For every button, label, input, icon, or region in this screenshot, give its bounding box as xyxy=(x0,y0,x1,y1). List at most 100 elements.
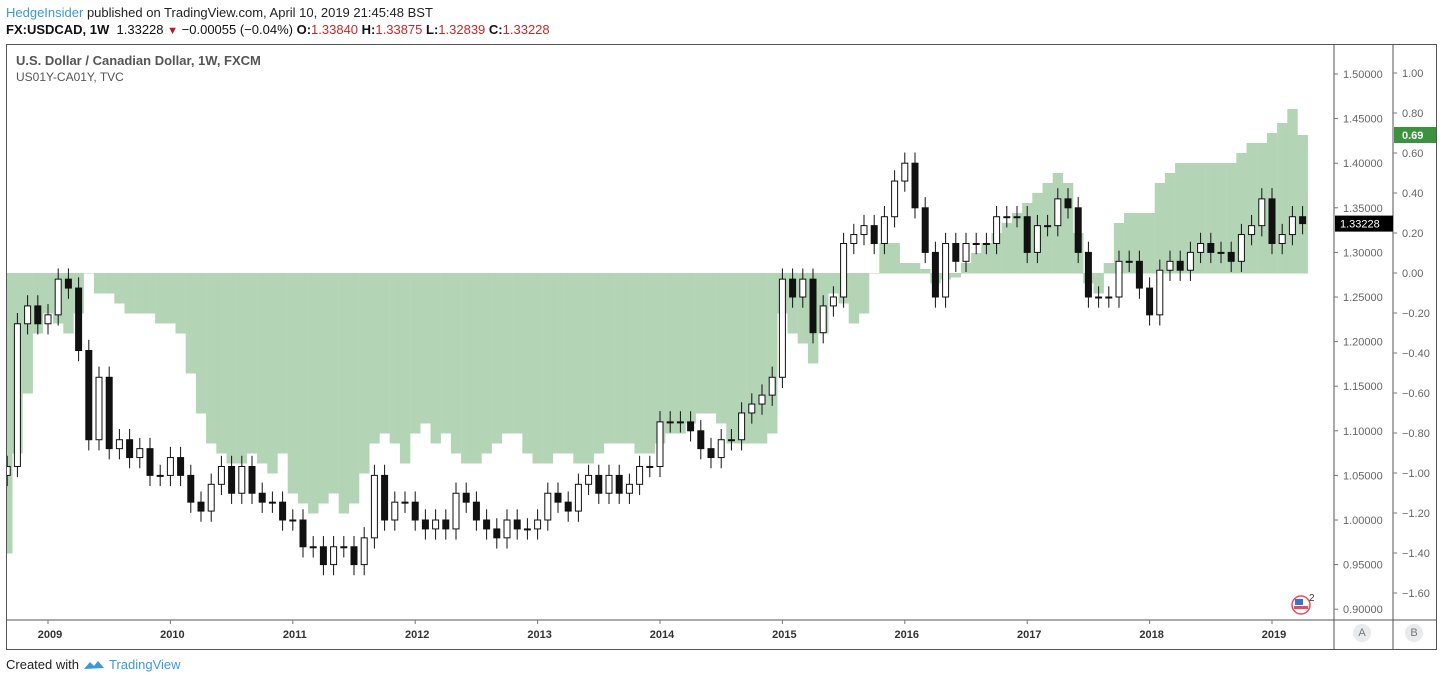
spread-bar xyxy=(614,273,625,444)
spread-bar xyxy=(257,273,268,464)
flag-stripe xyxy=(1294,606,1308,609)
spread-bar xyxy=(226,273,237,464)
spread-bar xyxy=(1246,143,1257,274)
candle-body xyxy=(962,242,970,262)
time-tick-label: 2017 xyxy=(1017,629,1041,641)
open-value: 1.33840 xyxy=(311,22,359,37)
event-count: 2 xyxy=(1309,593,1315,604)
spread-bar xyxy=(920,269,931,274)
spread-bar xyxy=(1215,163,1227,274)
us-flag-event-icon[interactable] xyxy=(1291,595,1311,615)
candle-body xyxy=(942,242,950,298)
candle-body xyxy=(952,242,960,262)
candle-body xyxy=(1074,207,1082,253)
spread-bar xyxy=(695,273,707,414)
spread-bar xyxy=(1144,213,1155,274)
candle-body xyxy=(1207,242,1215,253)
candle-body xyxy=(880,216,888,244)
author-link[interactable]: HedgeInsider xyxy=(6,5,84,20)
price-tick-label: 1.10000 xyxy=(1343,426,1383,438)
candle-body xyxy=(636,465,644,485)
spread-bar xyxy=(522,273,533,454)
time-tick-label: 2014 xyxy=(650,629,675,641)
spread-bar xyxy=(165,273,176,324)
candle-body xyxy=(299,519,307,548)
tradingview-logo-icon xyxy=(83,660,104,669)
candle-body xyxy=(13,323,21,467)
spread-bar xyxy=(420,273,431,424)
spread-bar xyxy=(1164,173,1176,274)
spread-bar xyxy=(1297,135,1308,274)
open-label: O: xyxy=(296,22,312,37)
scale-b-button[interactable]: B xyxy=(1405,624,1423,642)
main-series-legend: U.S. Dollar / Canadian Dollar, 1W, FXCM xyxy=(16,53,261,68)
candle-body xyxy=(870,225,878,244)
spread-bar xyxy=(501,273,513,434)
spread-bar xyxy=(950,273,962,278)
spread-tick-label: −0.20 xyxy=(1402,308,1430,320)
candle-body xyxy=(187,474,195,503)
spread-bar xyxy=(308,273,319,514)
spread-bar xyxy=(756,273,768,444)
spread-bar xyxy=(909,263,921,274)
candle-body xyxy=(126,439,134,459)
spread-bar xyxy=(1185,163,1196,274)
spread-tick-label: −1.00 xyxy=(1402,468,1430,480)
spread-bar xyxy=(879,243,890,274)
spread-bar xyxy=(338,273,350,514)
spread-bar xyxy=(1124,213,1135,274)
candle-body xyxy=(44,314,52,325)
candle-body xyxy=(1156,269,1164,316)
spread-tick-label: 0.60 xyxy=(1402,148,1423,160)
candle-body xyxy=(993,216,1001,244)
spread-bar xyxy=(93,273,105,294)
spread-bar xyxy=(573,273,584,464)
spread-bar xyxy=(134,273,146,314)
last-spread-label-bg xyxy=(1394,127,1437,143)
time-tick-label: 2010 xyxy=(160,629,184,641)
spread-bar xyxy=(114,273,125,304)
candle-body xyxy=(1044,225,1052,228)
spread-bar xyxy=(318,273,329,504)
spread-bar xyxy=(155,273,166,324)
candle-body xyxy=(1105,296,1113,299)
candle-body xyxy=(1003,216,1011,219)
spread-bar xyxy=(287,273,299,494)
price-tick-label: 1.50000 xyxy=(1343,69,1383,81)
candle-body xyxy=(1197,242,1205,253)
spread-bar xyxy=(1277,123,1288,274)
candle-body xyxy=(1084,251,1092,298)
spread-tick-label: −0.80 xyxy=(1402,428,1430,440)
candle-body xyxy=(289,519,297,522)
candle-body xyxy=(115,439,123,450)
spread-tick-label: 0.80 xyxy=(1402,108,1423,120)
footer: Created with TradingView xyxy=(6,657,181,672)
spread-tick-label: −0.40 xyxy=(1402,348,1430,360)
candle-body xyxy=(1115,260,1123,298)
auto-scale-button[interactable]: A xyxy=(1353,624,1371,642)
candle-body xyxy=(411,501,419,521)
spread-bar xyxy=(124,273,135,314)
candle-body xyxy=(197,501,205,512)
spread-bar xyxy=(889,243,900,274)
spread-tick-label: −1.40 xyxy=(1402,548,1430,560)
candle-body xyxy=(462,492,470,503)
spread-tick-label: 0.40 xyxy=(1402,188,1423,200)
candle-body xyxy=(7,465,11,476)
spread-bar xyxy=(83,273,95,274)
candle-body xyxy=(625,483,633,494)
candle-body xyxy=(758,394,766,405)
spread-bar xyxy=(216,273,227,454)
spread-bar xyxy=(481,273,492,454)
spread-bar xyxy=(277,273,288,454)
candle-body xyxy=(1268,198,1276,244)
candle-body xyxy=(819,305,827,334)
candle-body xyxy=(177,457,185,476)
spread-bar xyxy=(1154,183,1166,274)
time-tick-label: 2019 xyxy=(1262,629,1286,641)
spread-bar xyxy=(593,273,605,454)
candle-body xyxy=(1166,260,1174,271)
candle-body xyxy=(595,474,603,494)
tradingview-link[interactable]: TradingView xyxy=(108,657,181,672)
